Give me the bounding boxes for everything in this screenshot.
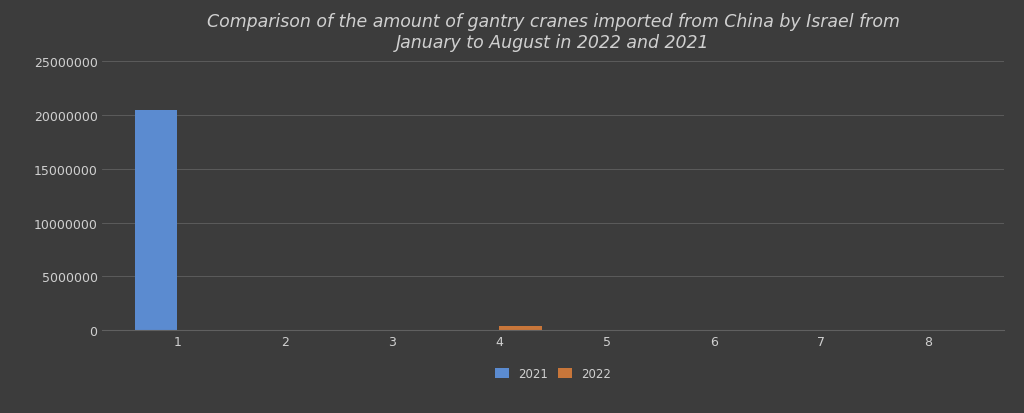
Title: Comparison of the amount of gantry cranes imported from China by Israel from
Jan: Comparison of the amount of gantry crane… xyxy=(207,13,899,52)
Bar xyxy=(500,327,543,330)
Legend: 2021, 2022: 2021, 2022 xyxy=(492,363,614,384)
Bar xyxy=(134,110,177,330)
